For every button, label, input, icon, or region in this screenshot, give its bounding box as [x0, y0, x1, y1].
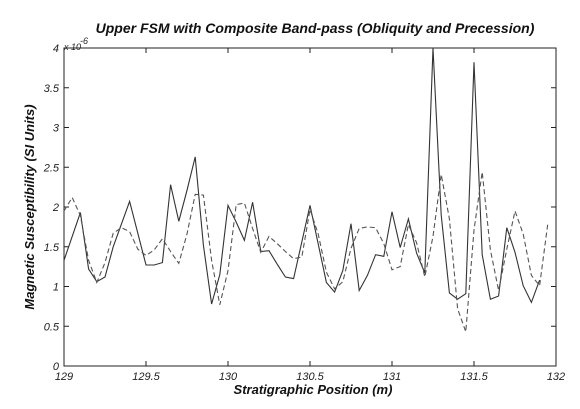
x-tick-label: 131.5 — [460, 371, 488, 383]
y-tick-label: 4 — [53, 43, 59, 55]
chart-title: Upper FSM with Composite Band-pass (Obli… — [96, 20, 535, 36]
y-axis-exponent-base: x 10 — [63, 42, 81, 52]
x-tick-label: 130.5 — [296, 371, 324, 383]
y-axis-label: Magnetic Susceptibility (SI Units) — [22, 104, 37, 309]
x-axis-label: Stratigraphic Position (m) — [234, 382, 393, 397]
y-axis-exponent: x 10 -6 — [63, 36, 88, 52]
x-tick-label: 131 — [383, 371, 401, 383]
susceptibility-solid-line — [63, 47, 541, 305]
y-tick-label: 2.5 — [43, 162, 60, 174]
y-tick-label: 1.5 — [44, 242, 60, 254]
y-tick-label: 1 — [53, 282, 59, 294]
y-tick-label: 0 — [53, 361, 60, 373]
x-tick-label: 130 — [219, 371, 238, 383]
y-tick-label: 2 — [52, 202, 59, 214]
x-tick-label: 129.5 — [132, 371, 160, 383]
bandpass-dashed-line — [63, 171, 549, 332]
y-axis-exponent-power: -6 — [80, 36, 88, 46]
x-tick-label: 132 — [547, 371, 565, 383]
y-tick-label: 3 — [53, 123, 60, 135]
y-tick-label: 3.5 — [44, 83, 60, 95]
x-tick-label: 129 — [55, 371, 73, 383]
y-tick-label: 0.5 — [44, 321, 60, 333]
